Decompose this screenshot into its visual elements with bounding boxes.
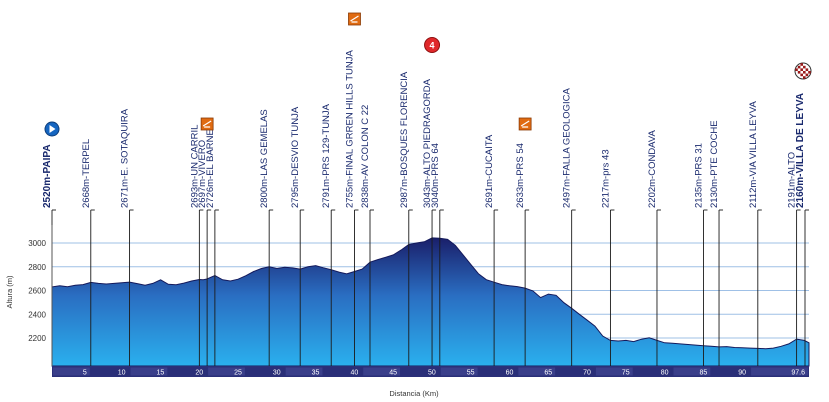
elevation-fill (51, 237, 810, 367)
waypoint-label: 3040m-PRS 64 (430, 143, 441, 208)
x-tick-label: 90 (738, 370, 746, 377)
cyclist-icon (520, 120, 530, 128)
distance-segment (246, 367, 284, 376)
checker-square (800, 68, 803, 71)
waypoint-label: 3043m-ALTO PIEDRAGORDA (422, 78, 433, 208)
x-tick-label: 15 (157, 370, 165, 377)
play-arrow-icon (49, 125, 56, 133)
x-tick-label: 40 (350, 370, 358, 377)
distance-segment (634, 367, 672, 376)
x-tick-label: 25 (234, 370, 242, 377)
distance-segment (440, 367, 478, 376)
x-tick-label: 60 (506, 370, 514, 377)
x-tick-label: 10 (118, 370, 126, 377)
waypoint-label: 2726m-EL BARNE (205, 129, 216, 208)
distance-segment (363, 367, 401, 376)
distance-segment (479, 367, 517, 376)
y-tick-label: 2200 (28, 334, 46, 343)
waypoint-label: 2202m-CONDAVA (647, 130, 658, 208)
distance-segment (712, 367, 750, 376)
checker-square (803, 65, 806, 69)
cyclist-icon (350, 15, 359, 23)
checker-square (797, 65, 801, 69)
y-tick-label: 2400 (28, 310, 46, 319)
x-tick-label: 35 (312, 370, 320, 377)
waypoint-label: 2987m-BOSQUES FLORENCIA (399, 71, 410, 208)
x-tick-label: 80 (661, 370, 669, 377)
cyclist-icon (202, 120, 212, 128)
distance-segment (751, 367, 808, 376)
distance-segment (53, 367, 90, 376)
waypoint-label: 2693m-UN CARRIL (189, 125, 200, 208)
waypoint-label: 2791m-PRS 129-TUNJA (321, 103, 332, 208)
waypoint-label: 2795m-DESVIO TUNJA (290, 106, 301, 208)
distance-segment (673, 367, 711, 376)
waypoint-label: 2671m-E. SOTAQUIRA (120, 108, 131, 208)
waypoint-label: 2697m-VIVERO (197, 140, 208, 208)
checker-square (800, 63, 803, 66)
x-tick-label: 97.6 (791, 370, 805, 377)
checker-square (808, 71, 811, 74)
waypoint-label: 2838m-AV COLON C 22 (360, 105, 371, 208)
x-tick-label: 65 (544, 370, 552, 377)
waypoint-label: 2191m-ALTO (787, 152, 798, 208)
waypoint-label: 2112m-VIA VILLA LEYVA (748, 100, 759, 208)
distance-segment (595, 367, 633, 376)
x-tick-label: 45 (389, 370, 397, 377)
waypoint-label: 2633m-PRS 54 (515, 143, 526, 208)
climb-category-icon (424, 37, 441, 53)
x-tick-label: 50 (428, 370, 436, 377)
x-tick-label: 20 (195, 370, 203, 377)
checker-square (800, 73, 803, 77)
waypoint-label: 2691m-CUCAITA (484, 134, 495, 208)
y-axis-title: Altura (m) (5, 275, 14, 308)
distance-segment (324, 367, 362, 376)
checker-square (803, 71, 806, 74)
x-tick-label: 55 (467, 370, 475, 377)
waypoint-label: 2800m-LAS GEMELAS (259, 109, 270, 208)
y-tick-label: 2800 (28, 263, 46, 272)
waypoint-label: 2160m-VILLA DE LEYVA (795, 93, 806, 208)
y-axis: 2200 2400 2600 2800 3000 (28, 225, 53, 366)
waypoint-label: 2135m-PRS 31 (694, 143, 705, 208)
x-tick-label: 5 (83, 370, 87, 377)
checker-square (795, 68, 798, 71)
waypoint-labels: 2520m-PAIPA 2668m-TERPEL 2671m-E. SOTAQUIR… (42, 49, 806, 208)
y-tick-label: 3000 (28, 239, 46, 248)
waypoint-label: 2497m-FALLA GEOLOGICA (562, 87, 573, 208)
x-tick-label: 75 (622, 370, 630, 377)
climb-category-label: 4 (430, 41, 435, 51)
waypoint-label: 2130m-PTE COCHE (709, 120, 720, 208)
distance-segment (208, 367, 245, 376)
distance-band: 5 10 15 20 25 30 35 40 45 50 55 60 65 70 75 80 85 90 97.6 (52, 366, 809, 377)
distance-segment (557, 367, 594, 376)
x-tick-label: 30 (273, 370, 281, 377)
x-axis-title: Distancia (Km) (389, 389, 439, 398)
checker-square (805, 68, 809, 71)
distance-segment (169, 367, 207, 376)
x-tick-label: 70 (583, 370, 591, 377)
waypoint-label: 2217m-prs 43 (600, 149, 611, 208)
checker-square (805, 73, 809, 77)
route-markers: 4 (44, 12, 812, 137)
y-tick-label: 2600 (28, 287, 46, 296)
checker-square (797, 71, 801, 74)
distance-segment (518, 367, 556, 376)
distance-segment (402, 367, 439, 376)
waypoint-label: 2668m-TERPEL (81, 139, 92, 208)
elevation-area (51, 237, 810, 367)
distance-segment (285, 367, 323, 376)
waypoint-label: 2520m-PAIPA (42, 144, 53, 208)
distance-segment (130, 367, 168, 376)
distance-segment (91, 367, 129, 376)
checker-square (803, 76, 806, 79)
x-tick-label: 85 (699, 370, 707, 377)
waypoint-label: 2755m-FINAL GRREN HILLS TUNJA (344, 49, 355, 208)
